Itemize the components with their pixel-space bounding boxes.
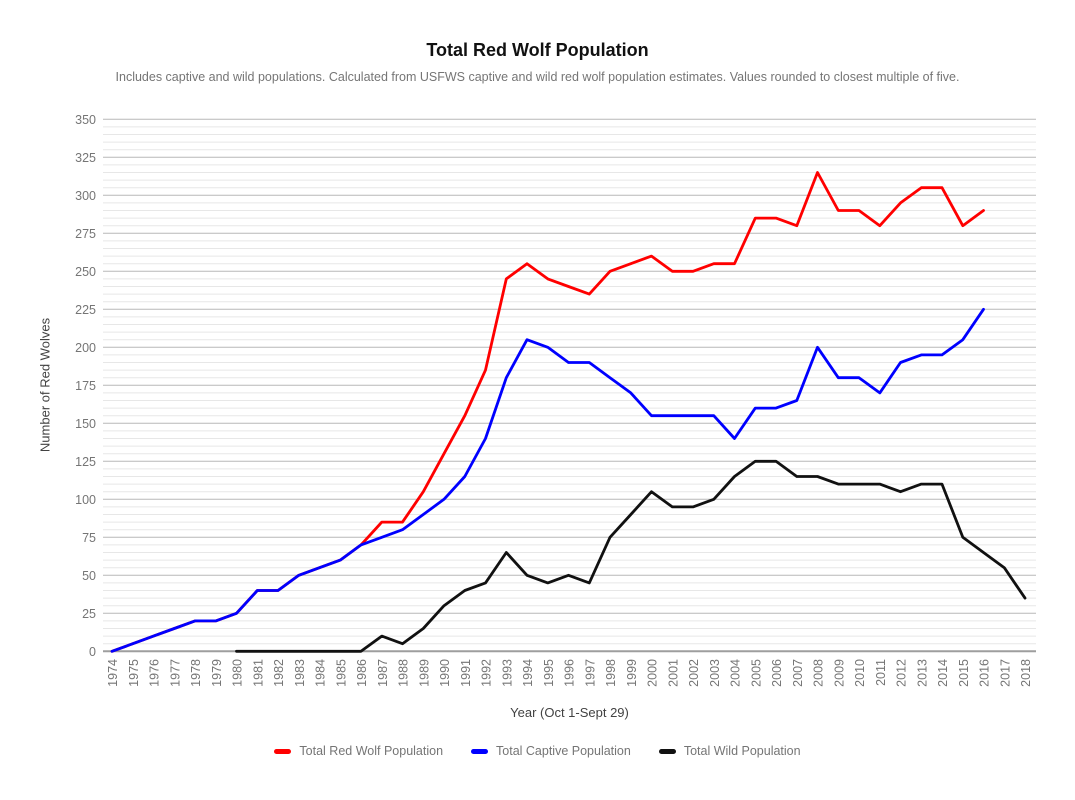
x-tick-label: 1982 bbox=[272, 659, 286, 687]
x-tick-label: 2000 bbox=[646, 659, 660, 687]
x-tick-label: 1995 bbox=[542, 659, 556, 687]
x-tick-label: 2014 bbox=[936, 659, 950, 687]
legend-label: Total Captive Population bbox=[496, 744, 631, 758]
x-axis-title: Year (Oct 1-Sept 29) bbox=[510, 705, 629, 720]
y-tick-label: 350 bbox=[75, 113, 96, 127]
x-tick-label: 1997 bbox=[583, 659, 597, 687]
y-tick-label: 200 bbox=[75, 341, 96, 355]
legend-item-total-wild-population: Total Wild Population bbox=[658, 744, 801, 758]
legend-item-total-captive-population: Total Captive Population bbox=[471, 744, 631, 758]
x-tick-label: 2018 bbox=[1019, 659, 1033, 687]
y-tick-label: 100 bbox=[75, 493, 96, 507]
legend-swatch-icon bbox=[658, 748, 676, 754]
legend: Total Red Wolf Population Total Captive P… bbox=[0, 744, 1075, 758]
x-tick-label: 1980 bbox=[231, 659, 245, 687]
x-tick-label: 1986 bbox=[355, 659, 369, 687]
legend-label: Total Red Wolf Population bbox=[299, 744, 444, 758]
x-tick-label: 1991 bbox=[459, 659, 473, 687]
x-tick-label: 2002 bbox=[687, 659, 701, 687]
y-tick-label: 225 bbox=[75, 303, 96, 317]
y-tick-label: 275 bbox=[75, 227, 96, 241]
x-tick-label: 2004 bbox=[729, 659, 743, 687]
legend-swatch-icon bbox=[471, 748, 489, 754]
series-line-total-red-wolf-population bbox=[110, 171, 985, 653]
y-axis-title: Number of Red Wolves bbox=[37, 317, 53, 453]
x-tick-label: 1987 bbox=[376, 659, 390, 687]
x-tick-label: 2016 bbox=[978, 659, 992, 687]
y-tick-label: 325 bbox=[75, 151, 96, 165]
x-tick-label: 2011 bbox=[874, 659, 888, 686]
y-tick-label: 300 bbox=[75, 189, 96, 203]
x-tick-label: 1974 bbox=[106, 659, 120, 687]
y-tick-label: 0 bbox=[89, 645, 96, 659]
x-tick-label: 2003 bbox=[708, 659, 722, 687]
y-tick-label: 50 bbox=[82, 569, 96, 583]
x-tick-label: 1990 bbox=[438, 659, 452, 687]
x-tick-label: 1994 bbox=[521, 659, 535, 687]
x-tick-label: 2013 bbox=[915, 659, 929, 687]
x-tick-label: 1992 bbox=[480, 659, 494, 687]
x-tick-label: 2007 bbox=[791, 659, 805, 687]
x-tick-label: 1985 bbox=[334, 659, 348, 687]
x-tick-label: 1989 bbox=[417, 659, 431, 687]
legend-item-total-red-wolf-population: Total Red Wolf Population bbox=[274, 744, 443, 758]
chart-subtitle: Includes captive and wild populations. C… bbox=[115, 70, 960, 84]
x-tick-label: 2009 bbox=[832, 659, 846, 687]
x-tick-label: 2017 bbox=[998, 659, 1012, 687]
x-tick-label: 2015 bbox=[957, 659, 971, 687]
x-tick-label: 2006 bbox=[770, 659, 784, 687]
y-tick-label: 150 bbox=[75, 417, 96, 431]
y-tick-label: 175 bbox=[75, 379, 96, 393]
x-tick-label: 1984 bbox=[314, 659, 328, 687]
x-tick-label: 2008 bbox=[812, 659, 826, 687]
x-tick-label: 1983 bbox=[293, 659, 307, 687]
x-tick-label: 1981 bbox=[251, 659, 265, 687]
x-tick-label: 2005 bbox=[749, 659, 763, 687]
x-tick-label: 2012 bbox=[895, 659, 909, 687]
y-tick-label: 75 bbox=[82, 531, 96, 545]
x-tick-label: 1978 bbox=[189, 659, 203, 687]
x-tick-label: 1975 bbox=[127, 659, 141, 687]
x-tick-label: 1979 bbox=[210, 659, 224, 687]
legend-label: Total Wild Population bbox=[683, 744, 801, 758]
y-tick-label: 250 bbox=[75, 265, 96, 279]
y-tick-label: 25 bbox=[82, 607, 96, 621]
series-line-total-wild-population bbox=[235, 459, 1027, 653]
x-tick-label: 1977 bbox=[168, 659, 182, 687]
x-tick-label: 1996 bbox=[563, 659, 577, 687]
x-tick-label: 1976 bbox=[148, 659, 162, 687]
x-tick-label: 2001 bbox=[666, 659, 680, 687]
series-line-total-captive-population bbox=[110, 307, 985, 653]
x-tick-label: 2010 bbox=[853, 659, 867, 687]
x-tick-label: 1999 bbox=[625, 659, 639, 687]
x-tick-label: 1998 bbox=[604, 659, 618, 687]
x-tick-label: 1988 bbox=[397, 659, 411, 687]
legend-swatch-icon bbox=[274, 748, 292, 754]
y-tick-label: 125 bbox=[75, 455, 96, 469]
chart-title: Total Red Wolf Population bbox=[426, 40, 649, 60]
x-tick-label: 1993 bbox=[500, 659, 514, 687]
